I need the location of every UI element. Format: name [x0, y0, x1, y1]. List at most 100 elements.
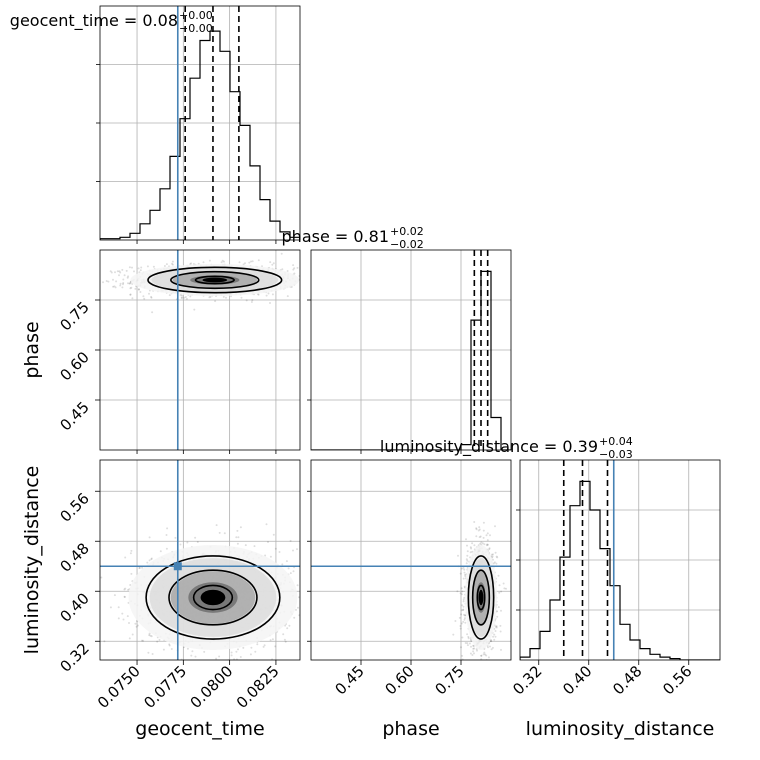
sample-point — [462, 598, 465, 601]
sample-point — [471, 550, 474, 553]
sample-point — [165, 263, 168, 266]
sample-point — [308, 582, 310, 584]
sample-point — [230, 295, 232, 298]
sample-point — [490, 648, 493, 651]
sample-point — [505, 587, 507, 590]
sample-point — [460, 609, 463, 612]
sample-point — [271, 293, 274, 296]
sample-point — [286, 270, 289, 272]
sample-point — [117, 617, 120, 620]
sample-point — [464, 573, 466, 576]
sample-point — [478, 536, 481, 539]
sample-point — [473, 652, 475, 655]
sample-point — [168, 294, 171, 297]
sample-point — [477, 676, 479, 678]
title-text: phase = 0.81 — [282, 227, 389, 246]
sample-point — [463, 596, 466, 599]
sample-point — [465, 558, 468, 561]
sample-point — [488, 547, 491, 550]
sample-point — [289, 572, 292, 575]
sample-point — [461, 604, 464, 607]
sample-point — [126, 276, 129, 279]
sample-point — [152, 265, 155, 268]
sample-point — [452, 633, 455, 636]
sample-point — [127, 282, 129, 285]
sample-point — [304, 279, 306, 281]
sample-point — [235, 650, 238, 653]
sample-point — [236, 529, 239, 532]
sample-point — [306, 289, 308, 291]
sample-point — [138, 566, 141, 569]
sample-point — [332, 281, 334, 283]
sample-point — [472, 647, 475, 650]
sample-point — [479, 663, 481, 665]
joint-panel-phase-luminosity_distance — [311, 460, 511, 685]
sample-point — [454, 620, 457, 622]
sample-point — [189, 295, 192, 298]
sample-point — [463, 585, 466, 588]
density-peak — [478, 589, 484, 606]
sample-point — [471, 654, 474, 656]
sample-point — [163, 265, 166, 267]
density-contour — [147, 266, 283, 294]
sample-point — [495, 555, 498, 558]
sample-point — [292, 549, 294, 552]
sample-point — [208, 296, 211, 299]
sample-point — [149, 634, 152, 637]
density-contour — [467, 555, 495, 640]
sample-point — [463, 618, 466, 621]
sample-point — [139, 291, 142, 293]
sample-point — [292, 570, 295, 573]
sample-point — [150, 558, 153, 561]
sample-point — [286, 627, 289, 630]
sample-point — [336, 269, 338, 271]
sample-point — [230, 651, 233, 654]
sample-point — [190, 262, 193, 265]
sample-point — [133, 270, 135, 273]
density-contour — [145, 555, 281, 640]
sample-point — [265, 523, 268, 526]
sample-point — [237, 648, 239, 651]
sample-point — [50, 275, 52, 277]
sample-point — [335, 592, 337, 594]
sample-point — [493, 683, 495, 685]
sample-point — [489, 534, 491, 537]
sample-point — [171, 263, 174, 266]
sample-point — [315, 630, 317, 632]
title-luminosity_distance: luminosity_distance = 0.39 +0.04−0.03 — [380, 435, 633, 461]
sample-point — [267, 541, 269, 543]
sample-point — [244, 544, 247, 547]
sample-point — [109, 606, 112, 609]
sample-point — [127, 588, 130, 591]
sample-point — [471, 542, 474, 545]
sample-point — [274, 547, 277, 550]
sample-point — [296, 548, 298, 551]
sample-point — [301, 264, 303, 266]
sample-point — [296, 584, 299, 587]
sample-point — [473, 647, 476, 650]
sample-point — [92, 643, 94, 645]
sample-point — [281, 563, 284, 566]
sample-point — [481, 542, 484, 545]
sample-point — [113, 285, 116, 288]
sample-point — [482, 536, 485, 539]
sample-point — [464, 614, 467, 617]
sample-point — [462, 600, 465, 603]
sample-point — [479, 535, 482, 538]
sample-point — [165, 547, 168, 550]
sample-point — [119, 271, 122, 274]
sample-point — [187, 661, 189, 663]
histogram-step — [520, 480, 720, 660]
sample-point — [123, 274, 126, 277]
sample-point — [269, 555, 272, 558]
sample-point — [130, 286, 133, 289]
sample-point — [315, 619, 317, 621]
y-tick-label: 0.45 — [56, 398, 92, 434]
sample-point — [129, 584, 132, 586]
sample-point — [459, 625, 462, 627]
sample-point — [301, 612, 303, 614]
sample-point — [469, 551, 472, 554]
sample-point — [230, 654, 233, 657]
sample-point — [499, 624, 502, 627]
sample-point — [468, 642, 471, 645]
